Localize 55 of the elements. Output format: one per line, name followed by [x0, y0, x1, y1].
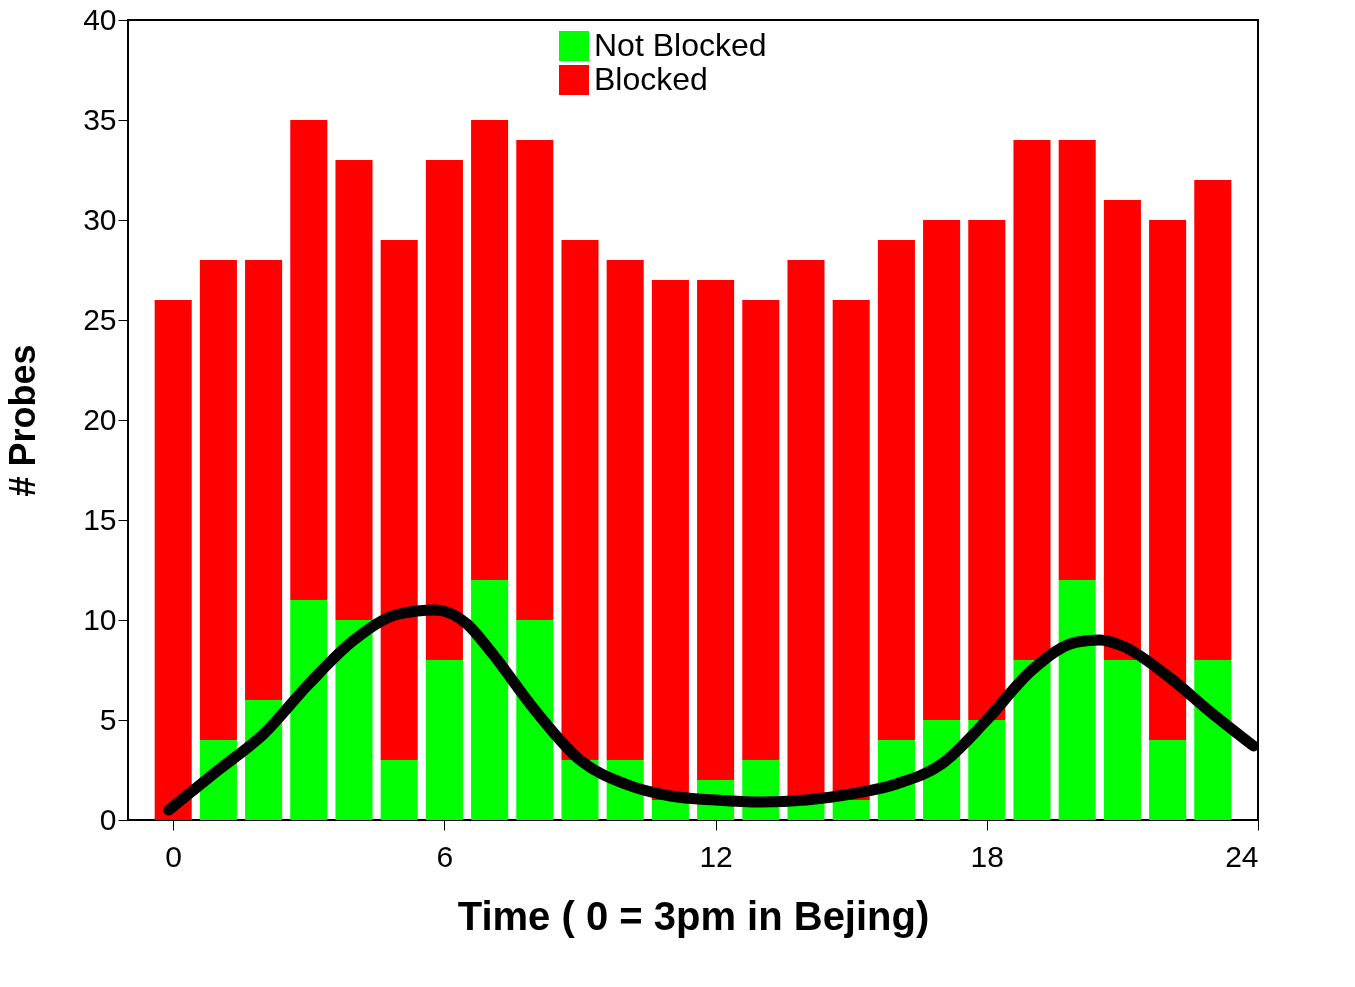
bar: [877, 240, 915, 740]
x-tick-label: 18: [970, 839, 1004, 873]
bar: [1058, 580, 1096, 820]
bar: [742, 300, 780, 760]
y-tick-label: 10: [83, 602, 117, 636]
bar: [651, 280, 689, 800]
y-tick-label: 35: [83, 102, 117, 136]
bar: [1149, 220, 1187, 740]
bar: [561, 240, 599, 760]
bar: [471, 580, 509, 820]
bar: [651, 800, 689, 820]
bar: [923, 220, 961, 720]
bar: [335, 620, 373, 820]
bar: [968, 220, 1006, 720]
bar: [1103, 660, 1141, 820]
x-axis-title: Time ( 0 = 3pm in Bejing): [457, 893, 930, 938]
y-tick-label: 0: [99, 802, 117, 836]
y-tick-label: 20: [83, 402, 117, 436]
bar: [1103, 200, 1141, 660]
bar: [1194, 180, 1232, 660]
y-tick-label: 40: [83, 2, 117, 36]
bar: [968, 720, 1006, 820]
bar: [380, 240, 418, 760]
bar: [1194, 660, 1232, 820]
bar: [290, 600, 328, 820]
y-axis-title: # Probes: [2, 344, 44, 497]
x-tick-label: 0: [165, 839, 183, 873]
bar: [606, 260, 644, 760]
bar: [832, 800, 870, 820]
bar: [290, 120, 328, 600]
legend-label: Blocked: [594, 61, 708, 97]
y-tick-label: 25: [83, 302, 117, 336]
y-tick-label: 5: [99, 702, 117, 736]
bar: [1013, 140, 1051, 660]
bar: [1013, 660, 1051, 820]
bar: [471, 120, 509, 580]
bar: [154, 300, 192, 820]
bar: [425, 160, 463, 660]
legend-label: Not Blocked: [594, 27, 767, 63]
x-tick-label: 24: [1225, 839, 1259, 873]
bar: [245, 260, 283, 700]
bar: [516, 620, 554, 820]
bar: [335, 160, 373, 620]
bar: [425, 660, 463, 820]
bar: [1149, 740, 1187, 820]
bar: [516, 140, 554, 620]
x-tick-label: 12: [699, 839, 733, 873]
bar: [1058, 140, 1096, 580]
y-tick-label: 30: [83, 202, 117, 236]
x-tick-label: 6: [436, 839, 454, 873]
bar: [697, 280, 735, 780]
bar: [199, 260, 237, 740]
bar: [832, 300, 870, 800]
y-tick-label: 15: [83, 502, 117, 536]
bar: [380, 760, 418, 820]
